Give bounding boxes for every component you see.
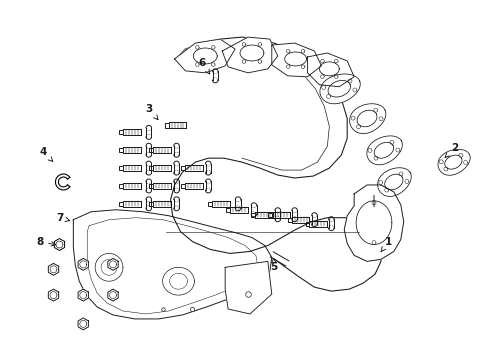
Text: 5: 5 xyxy=(270,258,277,272)
Polygon shape xyxy=(306,221,310,226)
Polygon shape xyxy=(149,202,153,206)
Polygon shape xyxy=(181,166,185,170)
Polygon shape xyxy=(225,261,272,314)
Polygon shape xyxy=(119,184,123,188)
Text: 6: 6 xyxy=(199,58,210,74)
Polygon shape xyxy=(272,43,321,77)
Polygon shape xyxy=(119,130,123,134)
Text: 8: 8 xyxy=(36,237,56,247)
Polygon shape xyxy=(108,258,118,270)
Text: 1: 1 xyxy=(381,237,392,252)
Polygon shape xyxy=(78,318,88,330)
Polygon shape xyxy=(49,264,59,275)
Text: 3: 3 xyxy=(145,104,158,120)
Polygon shape xyxy=(119,148,123,152)
Polygon shape xyxy=(149,148,153,152)
Polygon shape xyxy=(119,166,123,170)
Polygon shape xyxy=(108,289,118,301)
Text: 7: 7 xyxy=(56,213,70,223)
Text: 2: 2 xyxy=(445,143,458,157)
Polygon shape xyxy=(174,39,235,73)
Polygon shape xyxy=(268,213,272,217)
Text: 4: 4 xyxy=(40,147,53,161)
Polygon shape xyxy=(308,53,354,87)
Polygon shape xyxy=(78,289,88,301)
Polygon shape xyxy=(344,185,404,261)
Polygon shape xyxy=(149,166,153,170)
Polygon shape xyxy=(181,184,185,188)
Polygon shape xyxy=(149,184,153,188)
Polygon shape xyxy=(208,202,212,206)
Polygon shape xyxy=(78,258,88,270)
Polygon shape xyxy=(119,202,123,206)
Polygon shape xyxy=(320,74,360,104)
Polygon shape xyxy=(54,239,65,251)
Polygon shape xyxy=(251,213,255,217)
Polygon shape xyxy=(378,168,411,197)
Polygon shape xyxy=(288,217,292,222)
Polygon shape xyxy=(438,149,470,175)
Polygon shape xyxy=(226,208,230,212)
Polygon shape xyxy=(74,210,272,319)
Polygon shape xyxy=(367,136,402,165)
Polygon shape xyxy=(222,37,278,73)
Polygon shape xyxy=(49,289,59,301)
Polygon shape xyxy=(350,104,386,134)
Polygon shape xyxy=(165,123,169,127)
